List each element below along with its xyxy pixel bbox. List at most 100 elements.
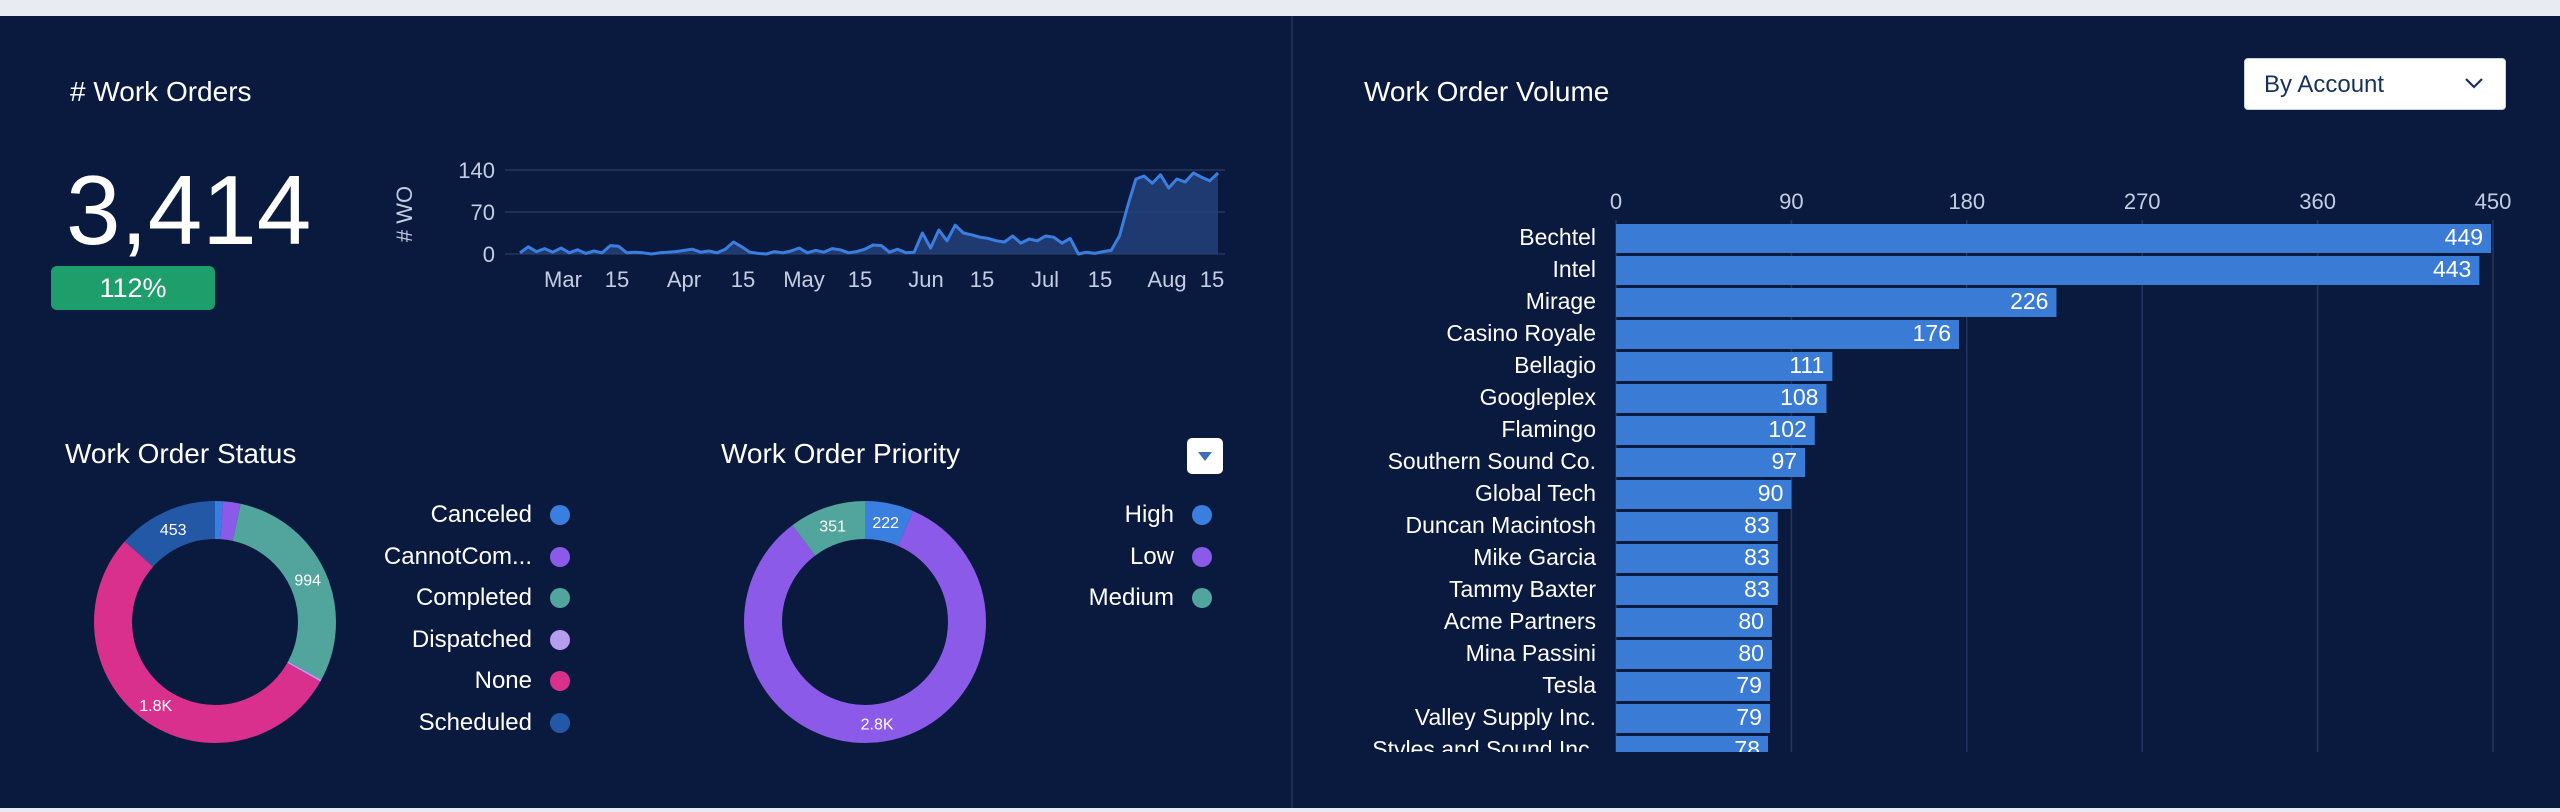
volume-x-tick-label: 360 xyxy=(2299,189,2336,214)
donut-segment[interactable] xyxy=(94,501,336,743)
volume-category-label: Casino Royale xyxy=(1446,320,1596,346)
donut-segments xyxy=(744,501,986,743)
donut-data-label: 453 xyxy=(160,522,187,539)
volume-bar[interactable] xyxy=(1616,640,1772,669)
volume-category-label: Valley Supply Inc. xyxy=(1415,704,1596,730)
volume-bar[interactable] xyxy=(1616,416,1815,445)
legend-label: None xyxy=(474,667,532,694)
volume-bar[interactable] xyxy=(1616,448,1806,477)
volume-bar[interactable] xyxy=(1616,608,1772,637)
volume-bar-value-label: 176 xyxy=(1913,320,1951,346)
legend-label: Low xyxy=(1129,542,1174,570)
work-orders-total: 3,414 xyxy=(66,155,312,265)
donut-data-label: 994 xyxy=(294,572,321,589)
volume-bar-value-label: 111 xyxy=(1789,352,1824,378)
change-badge: 112% xyxy=(51,266,215,310)
volume-bar[interactable] xyxy=(1616,512,1778,541)
legend-color-dot xyxy=(550,671,570,691)
group-by-select[interactable]: By Account xyxy=(2244,58,2506,110)
priority-menu-button[interactable] xyxy=(1187,438,1223,474)
trend-y-tick-label: 0 xyxy=(483,242,495,267)
volume-bar-chart: 0 90 180 270 360 450 Bechtel 449 Intel 443 Mirage 2… xyxy=(1372,189,2511,752)
work-orders-trend-chart: # WO 140 70 0 Mar 15 Apr 15 May 15 Jun 15 Jul 15 Aug 1… xyxy=(392,158,1225,292)
volume-category-label: Global Tech xyxy=(1475,480,1596,506)
trend-line xyxy=(519,171,1220,256)
volume-bar[interactable] xyxy=(1616,736,1769,752)
legend-color-dot xyxy=(1192,546,1212,567)
volume-bar-value-label: 80 xyxy=(1738,608,1764,634)
volume-bar[interactable] xyxy=(1616,544,1778,573)
donut-segment[interactable] xyxy=(744,501,986,743)
bottom-frame-bar xyxy=(0,808,2560,812)
trend-x-tick-label: Apr xyxy=(667,267,701,292)
volume-bar-value-label: 78 xyxy=(1734,736,1760,752)
trend-x-tick-label: 15 xyxy=(848,267,872,292)
chevron-down-icon xyxy=(2465,78,2483,89)
volume-bar[interactable] xyxy=(1616,256,2480,285)
legend-item[interactable]: Scheduled xyxy=(270,709,570,737)
legend-label: Scheduled xyxy=(418,708,532,736)
legend-label: Medium xyxy=(1088,584,1174,611)
volume-bar-value-label: 449 xyxy=(2445,224,2483,250)
volume-bar[interactable] xyxy=(1616,352,1833,381)
donut-segment[interactable] xyxy=(94,501,336,743)
volume-category-label: Mirage xyxy=(1526,288,1596,314)
volume-category-label: Southern Sound Co. xyxy=(1388,448,1596,474)
legend-item[interactable]: High xyxy=(912,501,1212,529)
legend-color-dot xyxy=(550,505,570,525)
volume-category-label: Duncan Macintosh xyxy=(1406,512,1597,538)
donut-segments xyxy=(94,501,336,743)
volume-bar[interactable] xyxy=(1616,704,1770,733)
work-orders-title: # Work Orders xyxy=(70,76,252,107)
trend-y-tick-label: 70 xyxy=(471,200,495,225)
volume-bar[interactable] xyxy=(1616,320,1960,349)
volume-bar-value-label: 83 xyxy=(1744,576,1770,602)
legend-item[interactable]: None xyxy=(270,667,570,695)
legend-item[interactable]: Low xyxy=(912,543,1212,571)
volume-bar-value-label: 102 xyxy=(1768,416,1806,442)
group-by-value: By Account xyxy=(2264,71,2385,98)
volume-x-tick-label: 180 xyxy=(1948,189,1985,214)
volume-category-label: Tesla xyxy=(1542,672,1596,698)
donut-data-label: 1.8K xyxy=(139,698,172,715)
donut-data-label: 351 xyxy=(819,518,846,535)
trend-x-tick-label: Aug xyxy=(1147,267,1186,292)
trend-x-tick-label: Mar xyxy=(544,267,582,292)
volume-bar[interactable] xyxy=(1616,384,1827,413)
work-order-priority-title: Work Order Priority xyxy=(721,438,961,469)
legend-color-dot xyxy=(550,546,570,567)
volume-bar[interactable] xyxy=(1616,672,1770,701)
trend-x-tick-label: 15 xyxy=(970,267,994,292)
volume-category-label: Tammy Baxter xyxy=(1449,576,1596,602)
legend-item[interactable]: Canceled xyxy=(270,501,570,529)
volume-category-label: Bellagio xyxy=(1514,352,1596,378)
volume-bar-value-label: 443 xyxy=(2433,256,2471,282)
legend-item[interactable]: Medium xyxy=(912,584,1212,612)
volume-bar-value-label: 80 xyxy=(1738,640,1764,666)
legend-item[interactable]: CannotCom... xyxy=(270,543,570,571)
volume-bar[interactable] xyxy=(1616,224,2492,253)
work-order-volume-title: Work Order Volume xyxy=(1364,76,1610,107)
volume-bar[interactable] xyxy=(1616,576,1778,605)
legend-color-dot xyxy=(550,588,570,608)
top-frame-bar xyxy=(0,0,2560,16)
volume-bar[interactable] xyxy=(1616,288,2057,317)
volume-bar-value-label: 97 xyxy=(1771,448,1797,474)
volume-bar-value-label: 108 xyxy=(1780,384,1818,410)
legend-label: Dispatched xyxy=(411,625,532,653)
trend-x-tick-label: May xyxy=(783,267,825,292)
volume-category-label: Intel xyxy=(1553,256,1596,282)
volume-bar[interactable] xyxy=(1616,480,1792,509)
volume-category-label: Styles and Sound Inc. xyxy=(1372,736,1596,752)
legend-item[interactable]: Completed xyxy=(270,584,570,612)
legend-label: High xyxy=(1124,501,1174,528)
volume-category-label: Bechtel xyxy=(1519,224,1596,250)
trend-y-tick-label: 140 xyxy=(458,158,495,183)
legend-color-dot xyxy=(550,629,570,650)
legend-color-dot xyxy=(1192,588,1212,608)
donut-segment[interactable] xyxy=(94,501,336,743)
trend-area xyxy=(520,173,1218,254)
legend-item[interactable]: Dispatched xyxy=(270,626,570,654)
priority-donut-chart: 222 2.8K 351 xyxy=(744,501,986,743)
donut-segment[interactable] xyxy=(744,501,986,743)
